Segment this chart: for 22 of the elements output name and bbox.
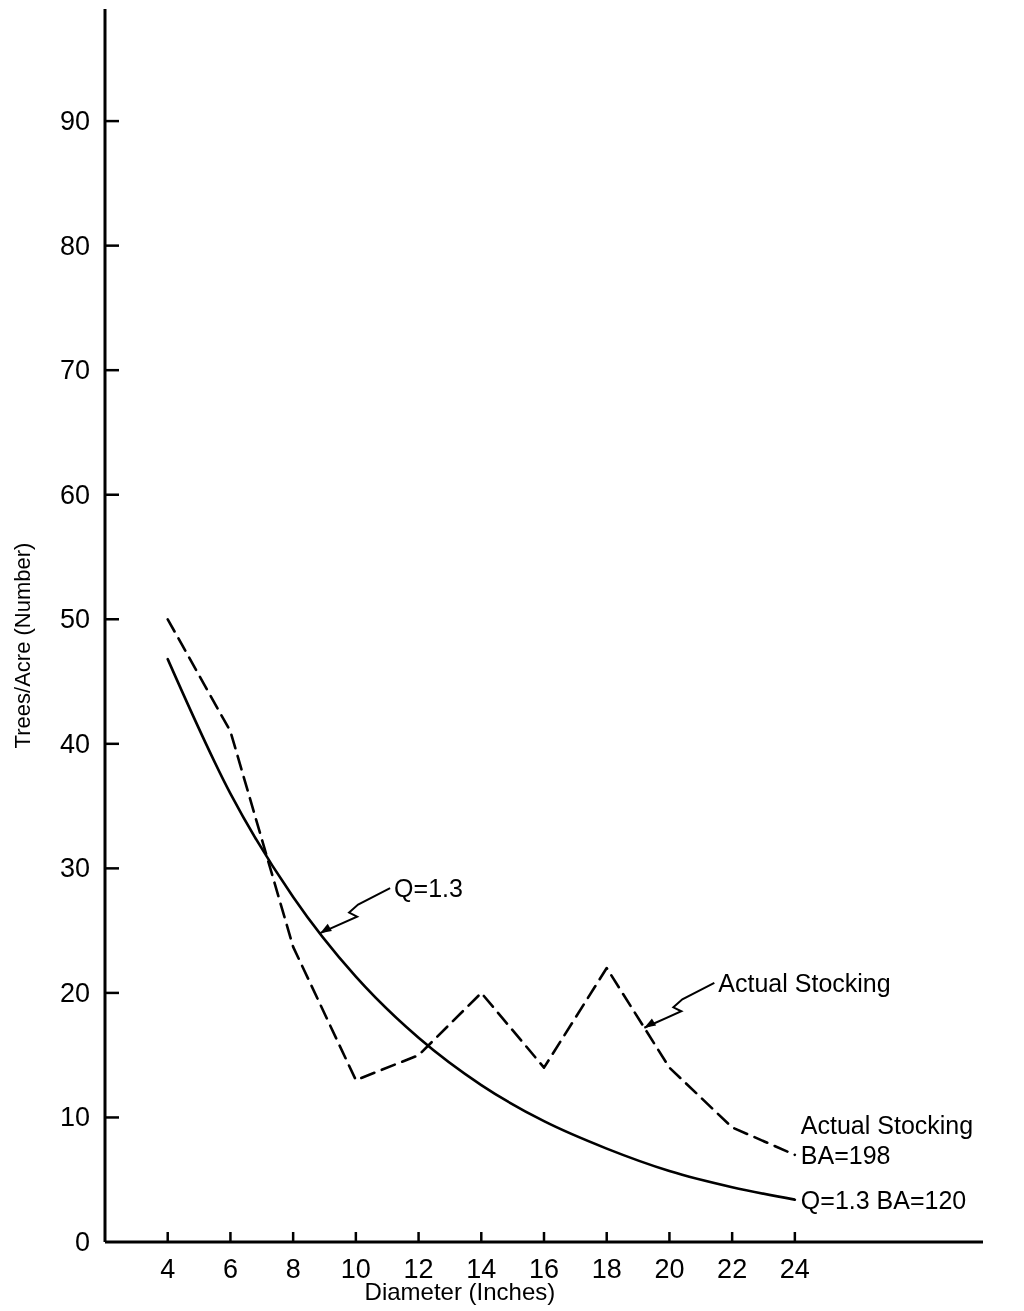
series-label: Actual Stocking BA=198 bbox=[800, 1110, 974, 1169]
x-tick-label: 8 bbox=[285, 1254, 301, 1284]
series-label: Q=1.3 BA=120 bbox=[800, 1185, 967, 1214]
y-tick-label: 40 bbox=[59, 728, 90, 759]
y-tick-label: 90 bbox=[59, 106, 90, 137]
y-tick-label: 70 bbox=[59, 355, 90, 386]
y-axis-title: Trees/Acre (Number) bbox=[10, 542, 35, 749]
x-tick-label: 6 bbox=[222, 1254, 238, 1284]
x-tick-label: 18 bbox=[591, 1254, 622, 1284]
y-tick-label: 50 bbox=[59, 604, 90, 635]
annotation: Q=1.3 bbox=[394, 874, 463, 903]
y-tick-label: 10 bbox=[59, 1102, 90, 1133]
y-tick-label: 30 bbox=[59, 853, 90, 884]
x-tick-label: 4 bbox=[160, 1254, 176, 1284]
x-tick-label: 22 bbox=[717, 1254, 748, 1284]
x-tick-label: 24 bbox=[779, 1254, 810, 1284]
y-tick-label: 60 bbox=[59, 479, 90, 510]
annotation: Actual Stocking bbox=[718, 968, 891, 997]
x-tick-label: 20 bbox=[654, 1254, 685, 1284]
y-tick-label: 80 bbox=[59, 230, 90, 261]
y-tick-label: 0 bbox=[74, 1227, 90, 1257]
y-tick-label: 20 bbox=[59, 977, 90, 1008]
